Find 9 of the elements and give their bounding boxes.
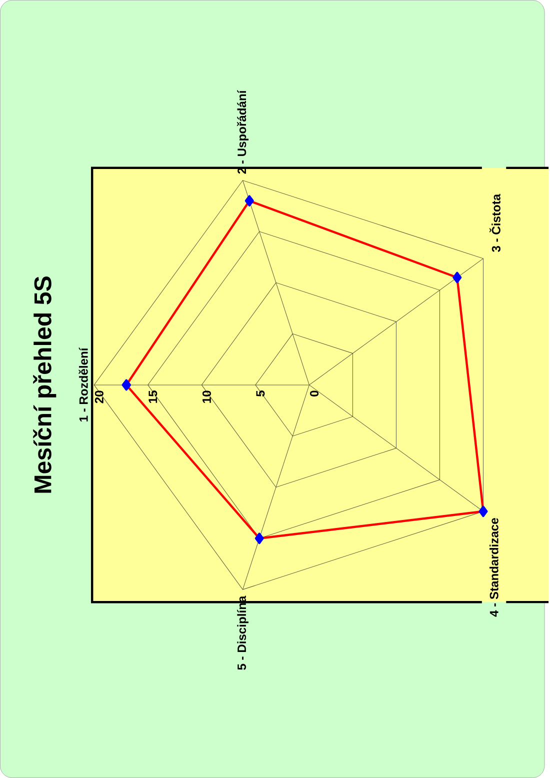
y-tick-label: 5	[256, 390, 265, 397]
y-tick-label: 0	[310, 390, 319, 396]
spoke-label: 4 - Standardizace	[490, 518, 499, 617]
spoke-label: 3 - Čistota	[490, 194, 501, 252]
text: Mesíční přehled 5S	[33, 276, 56, 493]
y-tick-label: 10	[202, 390, 212, 403]
y-tick-label: 15	[148, 390, 158, 403]
y-tick-label: 20	[95, 390, 104, 404]
spoke-label: 1 - Rozdělení	[78, 347, 88, 422]
